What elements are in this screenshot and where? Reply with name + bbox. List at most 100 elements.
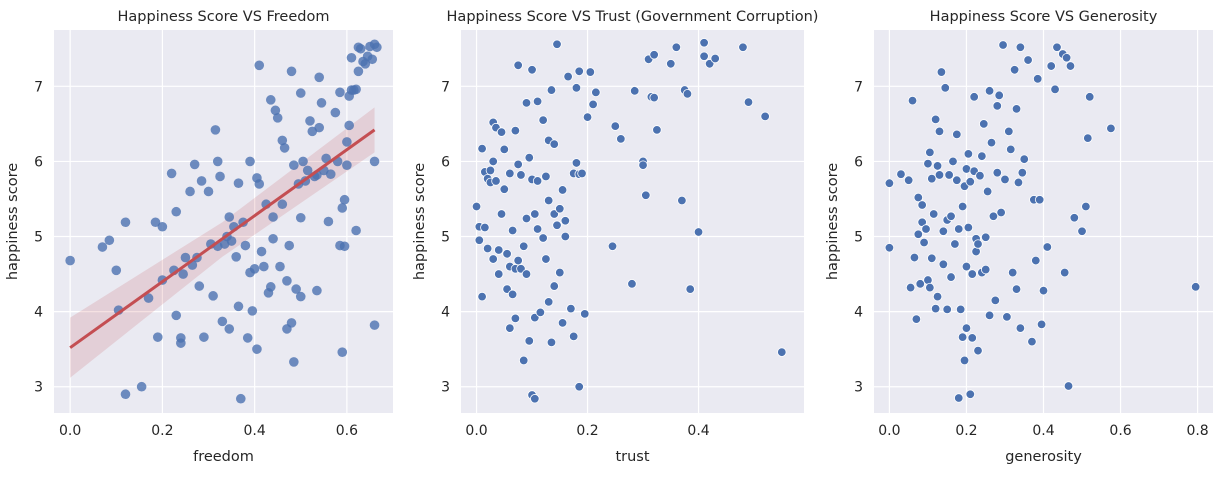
scatter-point	[152, 332, 163, 342]
scatter-point	[279, 143, 290, 153]
scatter-point	[477, 143, 487, 154]
scatter-point	[521, 98, 532, 108]
x-axis-label: trust	[615, 449, 649, 465]
scatter-point	[284, 240, 295, 251]
x-tick-label: 0.8	[1186, 423, 1208, 439]
scatter-point	[312, 285, 322, 296]
scatter-point	[289, 357, 299, 367]
scatter-point	[929, 209, 939, 219]
scatter-point	[649, 92, 659, 103]
y-tick-label: 4	[34, 305, 43, 321]
scatter-point	[295, 88, 306, 98]
scatter-point	[963, 149, 974, 159]
scatter-point	[543, 195, 554, 206]
scatter-point	[189, 159, 200, 170]
scatter-point	[339, 241, 350, 252]
scatter-point	[291, 284, 301, 294]
scatter-point	[1081, 201, 1091, 212]
scatter-point	[1061, 53, 1072, 63]
scatter-point	[927, 253, 937, 263]
scatter-point	[185, 186, 195, 197]
scatter-point	[1063, 381, 1074, 391]
scatter-point	[557, 185, 568, 195]
scatter-point	[516, 170, 526, 180]
scatter-point	[557, 318, 568, 328]
y-tick-label: 7	[441, 79, 450, 95]
scatter-point	[936, 67, 947, 77]
scatter-point	[1011, 284, 1022, 294]
x-tick-label: 0.6	[1109, 423, 1131, 439]
scatter-point	[217, 316, 228, 327]
y-tick-label: 3	[441, 380, 450, 396]
scatter-point	[256, 246, 267, 257]
scatter-point	[577, 168, 587, 179]
scatter-point	[934, 170, 945, 180]
scatter-point	[530, 209, 540, 219]
scatter-point	[235, 393, 246, 404]
scatter-point	[120, 389, 131, 400]
scatter-point	[321, 153, 331, 164]
scatter-point	[171, 310, 182, 321]
x-tick-label: 0.0	[878, 423, 900, 439]
scatter-point	[1065, 61, 1076, 71]
scatter-point	[927, 173, 937, 184]
scatter-point	[582, 112, 593, 122]
y-tick-label: 5	[854, 230, 863, 246]
scatter-point	[491, 176, 501, 186]
scatter-point	[527, 65, 537, 75]
scatter-point	[524, 152, 534, 163]
scatter-point	[998, 40, 1008, 50]
chart-panel-3: 0.0 0.2 0.4 0.6 0.8 3 4 5 6 7 Happiness Score VS G…	[825, 9, 1213, 465]
scatter-point	[136, 381, 147, 392]
scatter-point	[610, 121, 620, 131]
scatter-point	[932, 161, 943, 171]
scatter-point	[963, 222, 974, 233]
scatter-point	[203, 186, 214, 197]
scatter-point	[967, 269, 977, 279]
scatter-point	[199, 332, 209, 342]
y-tick-label: 3	[34, 380, 43, 396]
scatter-point	[339, 194, 350, 205]
scatter-point	[180, 252, 191, 263]
scatter-point	[305, 116, 315, 126]
scatter-point	[957, 332, 968, 342]
scatter-point	[524, 336, 534, 346]
chart-panel-2: 0.0 0.2 0.4 3 4 5 6 7 Happiness Score VS Trust (…	[412, 9, 818, 465]
scatter-point	[954, 393, 964, 403]
scatter-point	[104, 235, 115, 246]
scatter-point	[541, 254, 551, 264]
scatter-point	[513, 159, 523, 170]
scatter-point	[245, 156, 255, 167]
scatter-point	[355, 43, 366, 54]
scatter-point	[1023, 55, 1033, 65]
scatter-point	[555, 204, 565, 214]
scatter-point	[938, 226, 949, 236]
scatter-point	[282, 276, 292, 286]
scatter-point	[157, 221, 168, 232]
scatter-point	[671, 42, 682, 52]
y-tick-label: 5	[34, 230, 43, 246]
scatter-point	[231, 251, 241, 262]
scatter-point	[240, 240, 251, 251]
scatter-point	[738, 42, 748, 52]
y-tick-label: 7	[854, 79, 863, 95]
scatter-point	[954, 224, 964, 234]
scatter-point	[335, 87, 345, 98]
scatter-point	[210, 125, 221, 135]
scatter-point	[760, 111, 770, 122]
scatter-point	[566, 303, 576, 314]
regression-line	[69, 128, 376, 349]
scatter-point	[574, 382, 584, 392]
scatter-point	[1013, 177, 1024, 188]
scatter-point	[505, 168, 515, 179]
scatter-point	[555, 267, 565, 278]
scatter-point	[510, 125, 521, 136]
scatter-point	[224, 212, 235, 222]
scatter-point	[494, 269, 504, 279]
scatter-point	[265, 282, 276, 292]
scatter-point	[909, 252, 920, 263]
scatter-point	[367, 54, 378, 65]
scatter-point	[372, 42, 382, 53]
scatter-point	[499, 184, 509, 194]
scatter-point	[265, 95, 276, 105]
